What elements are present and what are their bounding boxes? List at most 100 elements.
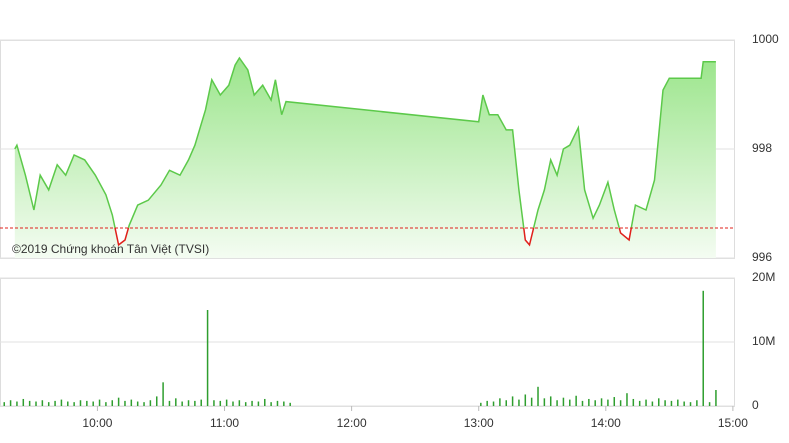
volume-bar <box>22 398 25 406</box>
y-tick-label: 0 <box>752 398 759 412</box>
volume-bar <box>98 399 101 406</box>
volume-bar <box>130 399 133 406</box>
volume-bar <box>715 390 717 406</box>
x-tick-label: 15:00 <box>718 416 748 430</box>
volume-bar <box>588 398 590 406</box>
volume-bar <box>264 398 266 406</box>
volume-bar <box>283 401 285 406</box>
volume-bar <box>60 399 63 406</box>
volume-bar <box>486 400 488 406</box>
volume-bar <box>645 399 647 406</box>
volume-bar <box>35 401 37 406</box>
volume-bar <box>562 397 565 406</box>
volume-bar <box>41 400 44 406</box>
volume-bar <box>632 398 635 406</box>
volume-bar <box>155 396 158 406</box>
volume-bar <box>206 310 209 406</box>
volume-bar <box>556 400 558 406</box>
volume-bar <box>73 402 75 406</box>
volume-bar <box>257 401 260 406</box>
volume-bar <box>86 400 88 406</box>
y-tick-label: 996 <box>752 250 772 264</box>
volume-bar <box>670 400 673 406</box>
volume-bar <box>664 400 666 406</box>
volume-bar <box>213 400 215 406</box>
volume-bar <box>575 395 577 406</box>
volume-bar <box>530 397 533 406</box>
y-tick-label: 20M <box>752 270 775 284</box>
volume-bar <box>683 401 685 406</box>
volume-bar <box>232 401 234 406</box>
x-tick-label: 10:00 <box>82 416 112 430</box>
x-tick-label: 13:00 <box>464 416 494 430</box>
volume-bar <box>225 399 228 406</box>
volume-bar <box>238 400 241 406</box>
volume-bar <box>537 386 539 406</box>
volume-bar <box>181 401 183 406</box>
volume-bar <box>251 400 253 406</box>
volume-bar <box>657 398 660 406</box>
volume-bar <box>143 402 145 406</box>
volume-bar <box>117 397 120 406</box>
volume-bar <box>708 402 711 406</box>
volume-bar <box>581 400 584 406</box>
volume-bar <box>200 399 202 406</box>
volume-bar <box>54 400 56 406</box>
volume-bar <box>16 401 18 406</box>
volume-bar <box>276 400 279 406</box>
volume-bar <box>626 393 628 406</box>
volume-bar <box>480 402 482 406</box>
volume-bar <box>511 396 514 406</box>
volume-bar <box>651 401 654 406</box>
volume-bar <box>168 400 171 406</box>
volume-bar <box>162 382 164 406</box>
volume-bar <box>524 394 527 406</box>
volume-bar <box>619 400 622 406</box>
y-tick-label: 10M <box>752 334 775 348</box>
volume-bar <box>499 398 501 406</box>
volume-bar <box>696 400 698 406</box>
x-tick-label: 11:00 <box>210 416 239 430</box>
volume-bar <box>136 401 139 406</box>
volume-bar <box>638 400 641 406</box>
volume-bar <box>702 290 704 406</box>
volume-bar <box>111 400 114 406</box>
volume-bar <box>67 401 69 406</box>
volume-bar <box>149 400 152 406</box>
volume-bar <box>518 399 520 406</box>
volume-bar <box>492 401 495 406</box>
volume-bar <box>600 398 603 406</box>
volume-bar <box>677 399 679 406</box>
volume-bar <box>9 400 12 406</box>
volume-bar <box>270 402 272 406</box>
x-tick-label: 12:00 <box>337 416 367 430</box>
price-area <box>14 58 716 258</box>
price-line <box>14 56 716 229</box>
volume-bar <box>105 402 107 406</box>
volume-bar <box>187 400 190 406</box>
volume-bar <box>505 400 507 406</box>
volume-bar <box>549 396 552 406</box>
y-tick-label: 998 <box>752 141 772 155</box>
watermark: ©2019 Chứng khoán Tân Việt (TVSI) <box>12 242 209 256</box>
volume-bar <box>607 399 609 406</box>
volume-bar <box>3 402 5 406</box>
volume-bar <box>28 400 31 406</box>
volume-bar <box>594 400 596 406</box>
volume-bar <box>689 402 692 406</box>
volume-bar <box>569 399 571 406</box>
volume-bar <box>175 398 177 406</box>
volume-bar <box>92 401 94 406</box>
volume-bar <box>613 397 616 406</box>
volume-bar <box>47 402 50 406</box>
volume-bar <box>289 402 291 406</box>
volume-bar <box>124 400 126 406</box>
volume-bar <box>543 398 546 406</box>
volume-bar <box>79 400 82 406</box>
volume-bar <box>244 402 247 406</box>
y-tick-label: 1000 <box>752 32 779 46</box>
volume-bar <box>194 400 196 406</box>
x-tick-label: 14:00 <box>591 416 621 430</box>
volume-bar <box>219 400 222 406</box>
